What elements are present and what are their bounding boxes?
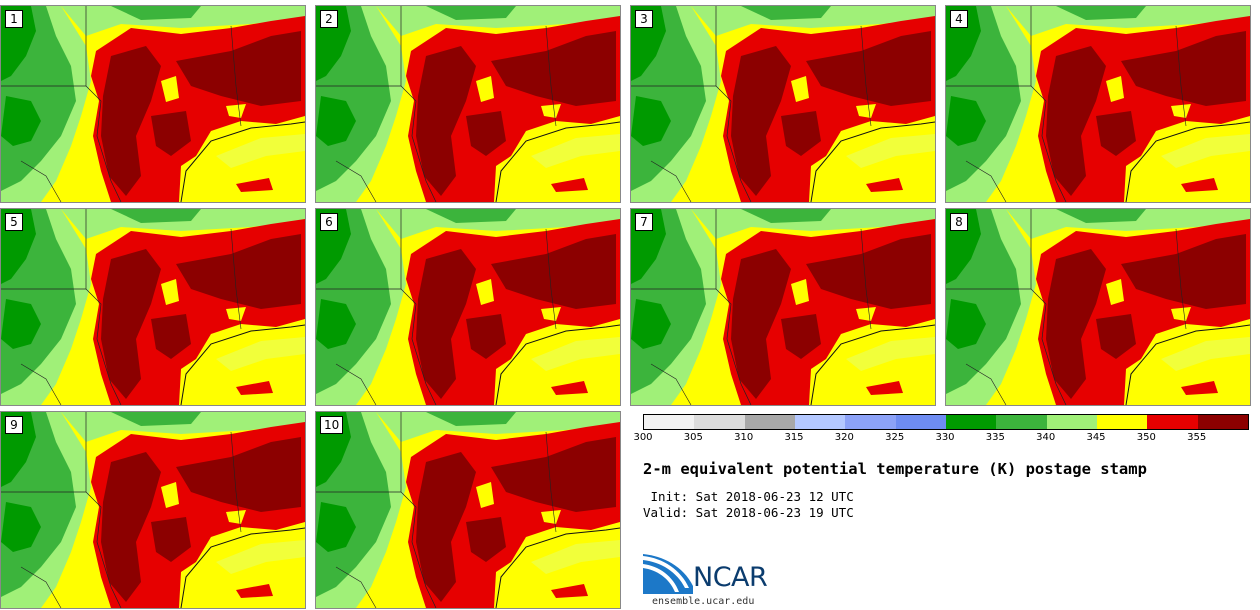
map (631, 209, 935, 405)
map-panel-10: 10 (315, 411, 621, 609)
colorbar-swatch (794, 415, 846, 429)
colorbar-tick-label: 350 (1136, 432, 1156, 443)
colorbar-tick-label: 355 (1187, 432, 1207, 443)
logo-text: NCAR (693, 562, 768, 593)
panel-number-label: 2 (320, 10, 338, 28)
valid-time: Valid: Sat 2018-06-23 19 UTC (643, 505, 854, 520)
map (946, 6, 1250, 202)
colorbar-swatch (1147, 415, 1198, 429)
map-panel-1: 1 (0, 5, 306, 203)
colorbar-swatch (744, 415, 795, 429)
map-panel-9: 9 (0, 411, 306, 609)
panel-number-label: 7 (635, 213, 653, 231)
figure-title: 2-m equivalent potential temperature (K)… (643, 460, 1147, 478)
colorbar-tick-label: 315 (784, 432, 804, 443)
colorbar-tick-labels: 300 305 310 315 320 325 330 335 340 345 350 355 (633, 432, 1249, 446)
map (1, 412, 305, 608)
map-panel-6: 6 (315, 208, 621, 406)
colorbar-tick-label: 320 (834, 432, 854, 443)
panel-number-label: 1 (5, 10, 23, 28)
panel-number-label: 3 (635, 10, 653, 28)
map-panel-2: 2 (315, 5, 621, 203)
colorbar-swatch (1046, 415, 1097, 429)
colorbar-swatch (644, 415, 695, 429)
map-panel-3: 3 (630, 5, 936, 203)
colorbar-tick-label: 305 (683, 432, 703, 443)
map-panel-8: 8 (945, 208, 1251, 406)
panel-number-label: 4 (950, 10, 968, 28)
map (631, 6, 935, 202)
map-panel-4: 4 (945, 5, 1251, 203)
map (316, 6, 620, 202)
colorbar-tick-label: 330 (935, 432, 955, 443)
logo-url: ensemble.ucar.edu (652, 596, 755, 607)
panel-number-label: 5 (5, 213, 23, 231)
colorbar (643, 414, 1249, 430)
panel-number-label: 9 (5, 416, 23, 434)
colorbar-tick-label: 345 (1086, 432, 1106, 443)
map (946, 209, 1250, 405)
colorbar-swatch (1096, 415, 1148, 429)
panel-number-label: 10 (320, 416, 344, 434)
colorbar-swatch (895, 415, 946, 429)
map (1, 209, 305, 405)
map-panel-5: 5 (0, 208, 306, 406)
colorbar-swatch (845, 415, 896, 429)
colorbar-swatch (996, 415, 1047, 429)
colorbar-tick-label: 310 (734, 432, 754, 443)
colorbar-swatch (694, 415, 745, 429)
init-time: Init: Sat 2018-06-23 12 UTC (643, 489, 854, 504)
colorbar-swatch (945, 415, 997, 429)
colorbar-swatch (1197, 415, 1248, 429)
ncar-logo-icon (643, 554, 693, 594)
colorbar-tick-label: 300 (633, 432, 653, 443)
colorbar-tick-label: 340 (1036, 432, 1056, 443)
panel-number-label: 6 (320, 213, 338, 231)
panel-number-label: 8 (950, 213, 968, 231)
map (316, 209, 620, 405)
colorbar-tick-label: 335 (985, 432, 1005, 443)
colorbar-tick-label: 325 (885, 432, 905, 443)
map (316, 412, 620, 608)
map-panel-7: 7 (630, 208, 936, 406)
map (1, 6, 305, 202)
